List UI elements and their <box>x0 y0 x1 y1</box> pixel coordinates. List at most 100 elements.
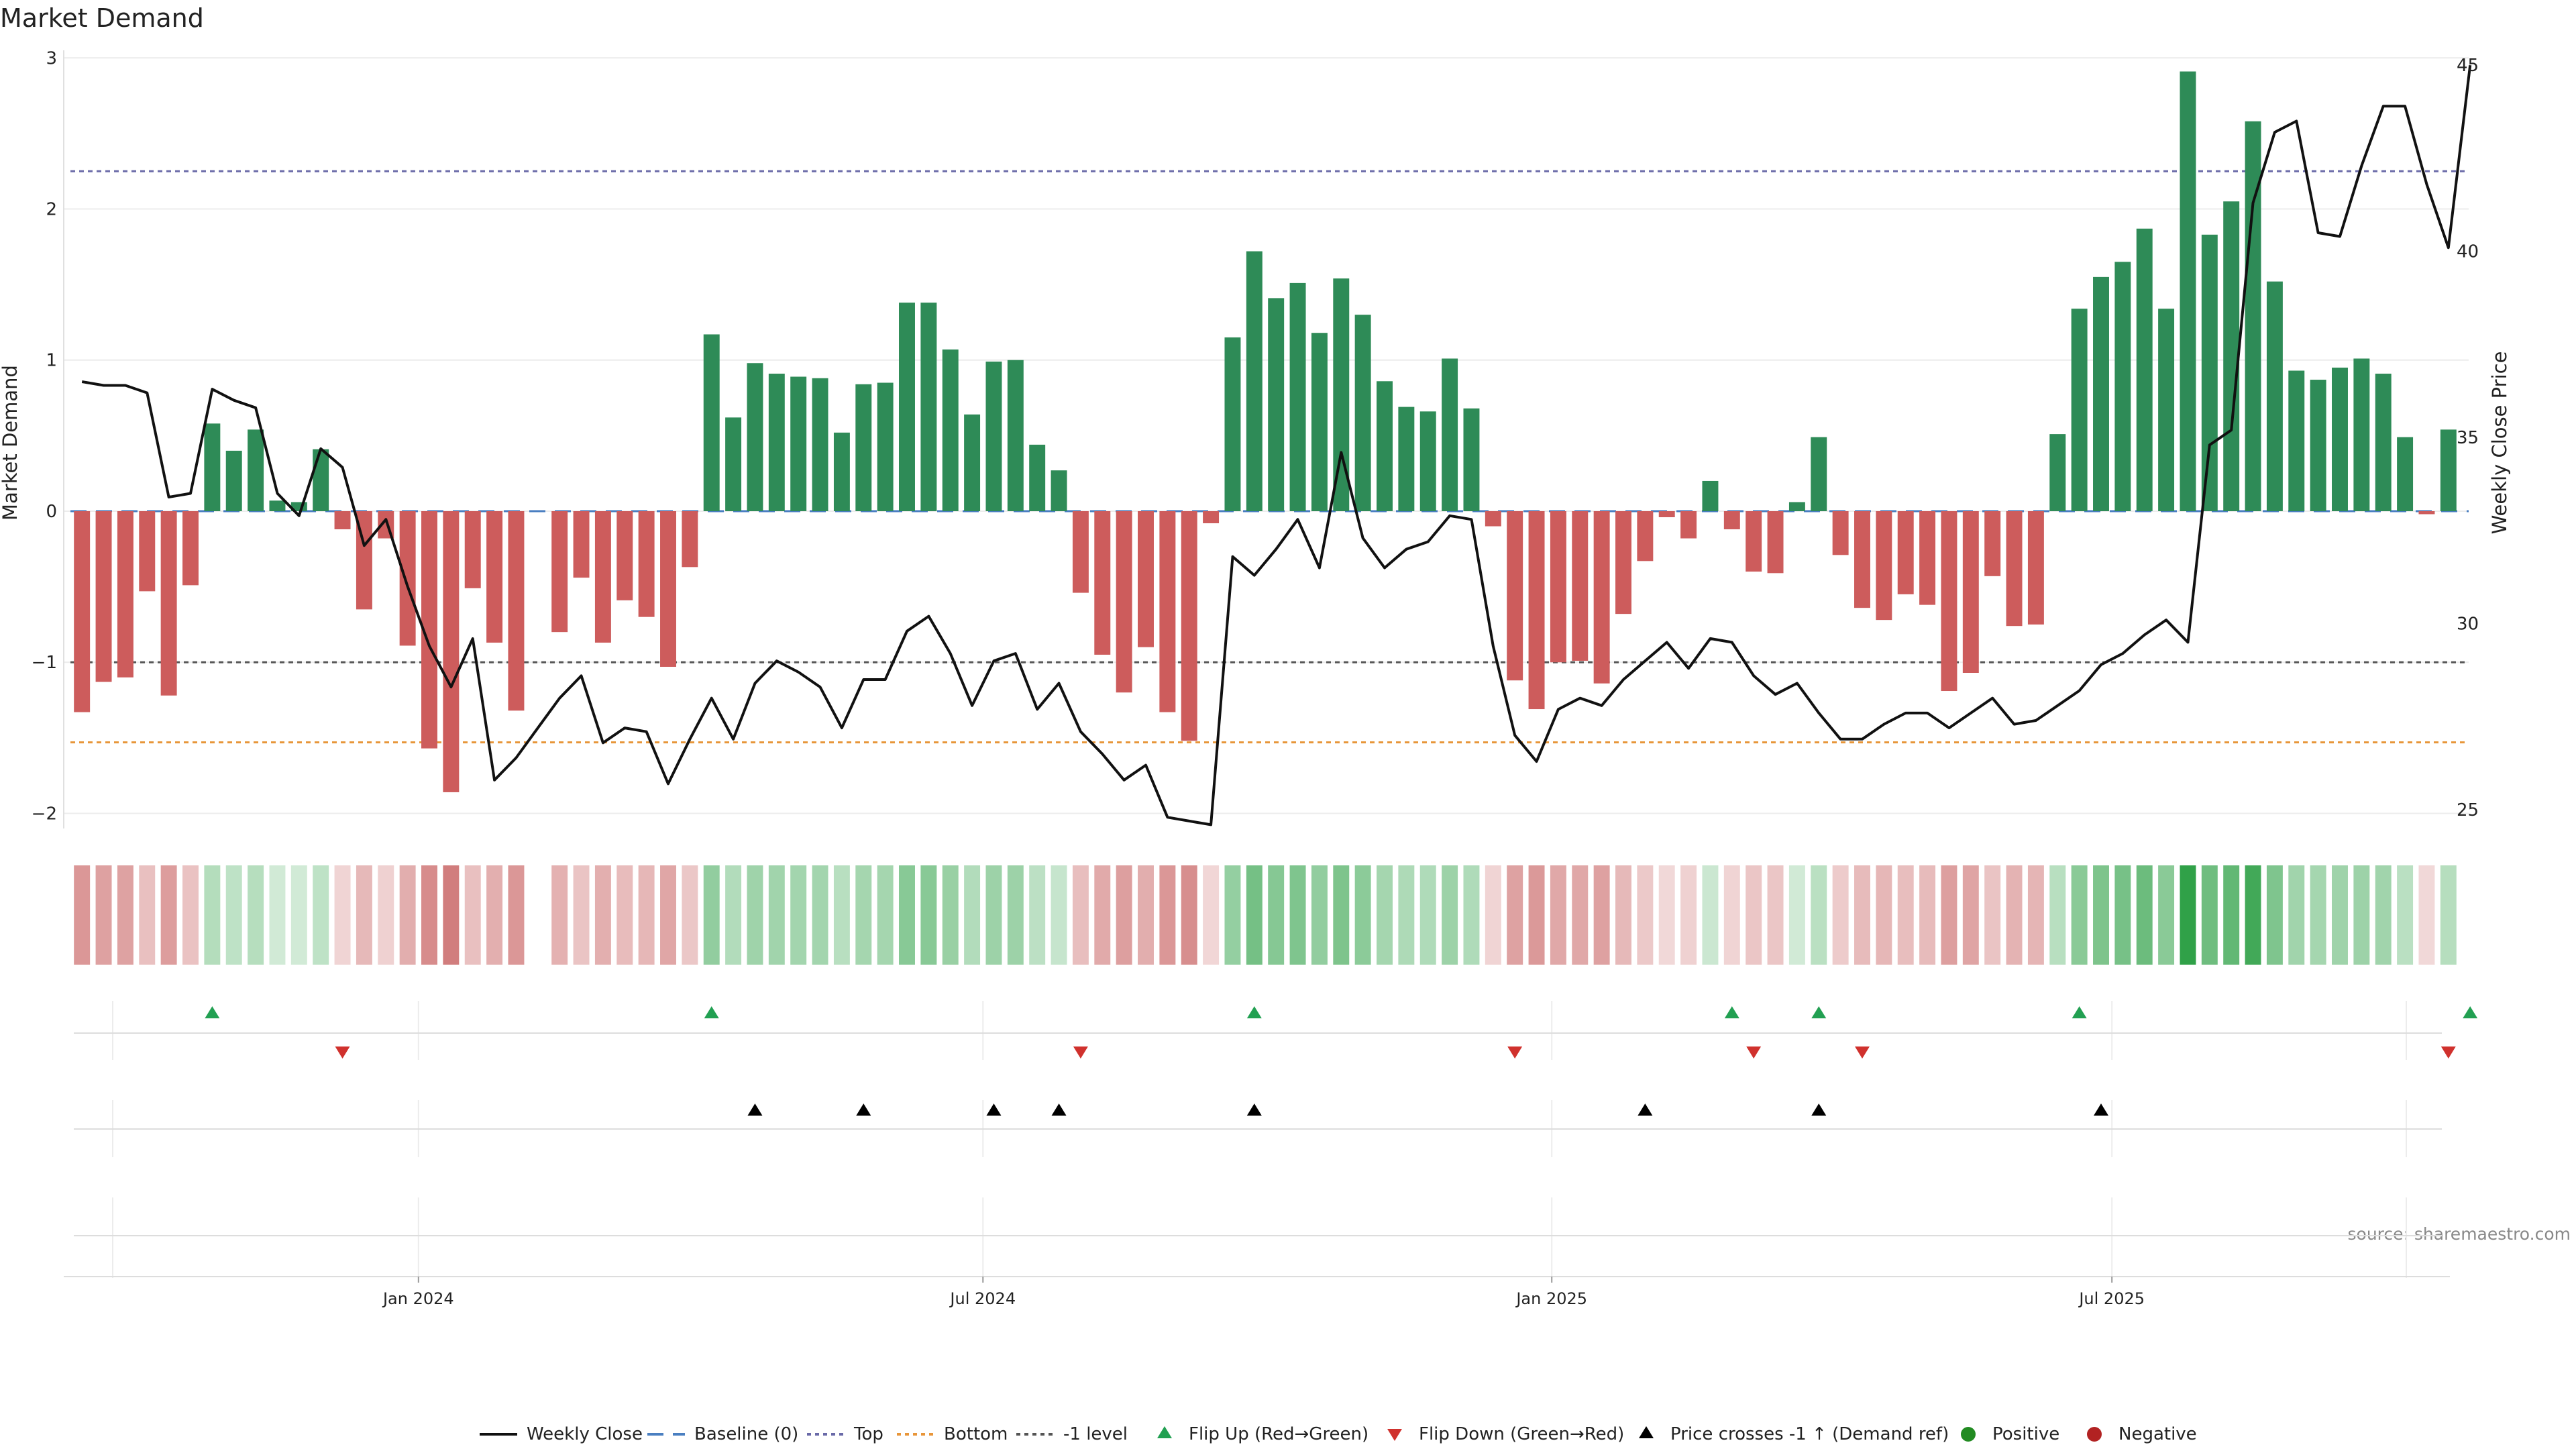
negative-demand-bar <box>182 511 199 586</box>
positive-strip-cell <box>920 865 937 965</box>
price-cross-marker <box>747 1104 763 1116</box>
positive-strip-cell <box>855 865 872 965</box>
positive-demand-bar <box>703 334 720 511</box>
positive-strip-cell <box>248 865 264 965</box>
legend-label: -1 level <box>1063 1424 1128 1444</box>
negative-strip-cell <box>139 865 156 965</box>
legend-label: Flip Up (Red→Green) <box>1189 1424 1368 1444</box>
positive-demand-bar <box>1246 251 1263 511</box>
flip-up-marker <box>1724 1006 1739 1018</box>
positive-strip-cell <box>1788 865 1805 965</box>
positive-strip-cell <box>2353 865 2370 965</box>
positive-strip-cell <box>942 865 959 965</box>
x-tick-label: Jul 2024 <box>949 1289 1016 1308</box>
positive-demand-bar <box>1311 333 1328 511</box>
legend-swatch-dot <box>1961 1427 1976 1442</box>
y2-tick-label: 45 <box>2457 56 2479 76</box>
negative-strip-cell <box>1941 865 1957 965</box>
positive-strip-cell <box>1051 865 1067 965</box>
positive-strip-cell <box>1007 865 1024 965</box>
negative-strip-cell <box>616 865 633 965</box>
positive-demand-bar <box>2332 368 2348 511</box>
positive-strip-cell <box>2049 865 2066 965</box>
positive-demand-bar <box>2375 374 2392 511</box>
x-tick-label: Jan 2024 <box>382 1289 454 1308</box>
legend-label: Baseline (0) <box>694 1424 798 1444</box>
price-cross-marker <box>1051 1104 1067 1116</box>
positive-strip-cell <box>1398 865 1415 965</box>
positive-demand-bar <box>877 382 894 511</box>
positive-demand-bar <box>855 384 872 511</box>
legend-item: -1 level <box>1016 1424 1128 1444</box>
negative-demand-bar <box>594 511 611 643</box>
negative-strip-cell <box>1593 865 1610 965</box>
y-tick-label: −1 <box>32 653 57 673</box>
positive-strip-cell <box>877 865 894 965</box>
negative-strip-cell <box>1832 865 1849 965</box>
negative-strip-cell <box>378 865 394 965</box>
positive-strip-cell <box>2223 865 2240 965</box>
negative-strip-cell <box>551 865 568 965</box>
positive-demand-bar <box>225 450 242 511</box>
positive-demand-bar <box>1354 315 1371 511</box>
legend-swatch-triangle-up <box>1157 1426 1172 1438</box>
negative-demand-bar <box>1832 511 1849 555</box>
negative-demand-bar <box>682 511 698 568</box>
legend-label: Bottom <box>944 1424 1008 1444</box>
positive-strip-cell <box>2397 865 2414 965</box>
x-tick-label: Jul 2025 <box>2078 1289 2145 1308</box>
flip-up-marker <box>2463 1006 2478 1018</box>
negative-strip-cell <box>334 865 351 965</box>
positive-demand-bar <box>2180 71 2196 511</box>
positive-demand-bar <box>1029 444 1046 511</box>
negative-strip-cell <box>1138 865 1154 965</box>
negative-strip-cell <box>1897 865 1914 965</box>
positive-demand-bar <box>2136 228 2153 511</box>
negative-strip-cell <box>1550 865 1566 965</box>
flip-up-marker <box>205 1006 220 1018</box>
positive-strip-cell <box>2310 865 2326 965</box>
negative-strip-cell <box>594 865 611 965</box>
positive-demand-bar <box>725 417 742 511</box>
negative-strip-cell <box>356 865 372 965</box>
negative-strip-cell <box>1962 865 1979 965</box>
negative-strip-cell <box>399 865 416 965</box>
positive-strip-cell <box>1702 865 1719 965</box>
source-note: source: sharemaestro.com <box>2348 1224 2571 1244</box>
negative-demand-bar <box>1746 511 1762 572</box>
negative-demand-bar <box>1680 511 1697 539</box>
positive-demand-bar <box>1811 437 1827 511</box>
negative-demand-bar <box>638 511 655 617</box>
positive-demand-bar <box>964 414 981 511</box>
positive-demand-bar <box>1333 278 1350 511</box>
positive-strip-cell <box>1311 865 1328 965</box>
y-tick-label: 0 <box>46 502 57 522</box>
negative-demand-bar <box>1507 511 1523 681</box>
positive-strip-cell <box>313 865 329 965</box>
price-cross-marker <box>1811 1104 1827 1116</box>
positive-demand-bar <box>812 378 828 511</box>
negative-strip-cell <box>1203 865 1220 965</box>
positive-demand-bar <box>899 303 915 511</box>
negative-strip-cell <box>1507 865 1523 965</box>
negative-strip-cell <box>421 865 437 965</box>
positive-demand-bar <box>2049 434 2066 511</box>
negative-demand-bar <box>551 511 568 633</box>
positive-strip-cell <box>899 865 915 965</box>
price-cross-marker <box>986 1104 1002 1116</box>
legend-label: Weekly Close <box>527 1424 643 1444</box>
positive-strip-cell <box>2440 865 2457 965</box>
flip-down-marker <box>1507 1046 1523 1059</box>
positive-demand-bar <box>2310 380 2326 511</box>
negative-strip-cell <box>95 865 112 965</box>
y2-tick-label: 35 <box>2457 428 2479 448</box>
negative-demand-bar <box>1203 511 1220 524</box>
positive-strip-cell <box>2245 865 2261 965</box>
legend-label: Price crosses -1 ↑ (Demand ref) <box>1670 1424 1949 1444</box>
negative-strip-cell <box>1528 865 1545 965</box>
negative-demand-bar <box>1138 511 1154 647</box>
positive-strip-cell <box>1377 865 1393 965</box>
negative-demand-bar <box>1550 511 1566 663</box>
negative-demand-bar <box>2027 511 2044 625</box>
negative-demand-bar <box>1528 511 1545 710</box>
